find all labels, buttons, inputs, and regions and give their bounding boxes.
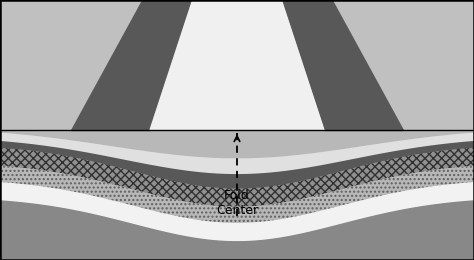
Text: Fold
Center: Fold Center — [216, 189, 258, 217]
